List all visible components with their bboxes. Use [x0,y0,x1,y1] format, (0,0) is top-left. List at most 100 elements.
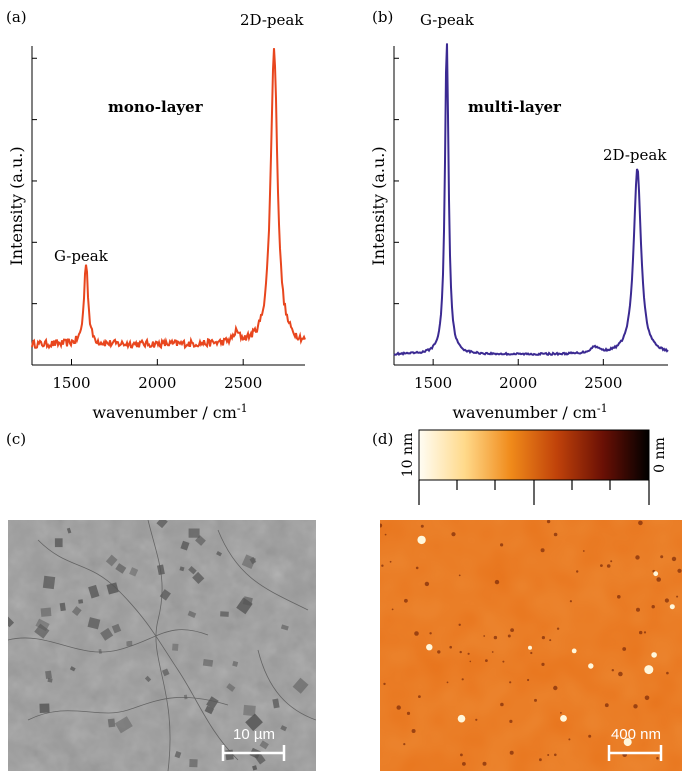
panel-label-a: (a) [6,8,27,26]
micrograph-spot [252,765,258,771]
afm-pit [656,577,661,582]
micrograph-spot [161,668,170,677]
afm-pit [677,568,682,573]
afm-pit [424,581,430,587]
scalebar-c: 10 µm [221,726,286,761]
micrograph-spot [100,627,114,641]
afm-pit [618,671,623,677]
afm-particle [653,571,659,577]
afm-pit [660,555,664,559]
chart-a-annotation-2d: 2D-peak [240,11,304,29]
afm-pit [540,548,545,553]
micrograph-spot [172,643,179,651]
chart-b-xtick-label: 1500 [414,374,452,392]
micrograph-spot [129,567,139,577]
micrograph-spot [69,666,76,672]
chart-b-ylabel: Intensity (a.u.) [369,146,388,265]
afm-pit [446,681,449,684]
micrograph-cracks [8,520,316,771]
micrograph-spot [254,752,266,765]
micrograph-spot [47,677,53,683]
micrograph-spot [42,575,56,590]
micrograph-spot [87,617,101,630]
afm-pit [510,628,514,632]
micrograph-spot [232,660,239,667]
afm-pit [469,660,472,663]
afm-pit [391,608,394,611]
micrograph-spot [226,683,236,692]
chart-a-xtick-label: 2500 [224,374,262,392]
chart-a-xtick-label: 2000 [138,374,176,392]
afm-pit [588,734,592,738]
afm-pit [568,738,571,741]
micrograph-spot [98,648,103,654]
micrograph-spot [35,618,50,632]
micrograph-spot [241,554,257,570]
afm-pit [664,598,669,603]
afm-pit [418,695,421,698]
micrograph-spots [8,520,309,771]
micrograph-spot [39,703,50,714]
afm-pit [389,560,392,563]
afm-pit [534,698,537,702]
chart-a-xtick-label: 1500 [52,374,90,392]
afm-particle [623,738,632,747]
micrograph-spot [243,704,256,717]
micrograph-spot [272,698,280,709]
chart-b-annotation-2d: 2D-peak [603,146,667,164]
afm-pit [420,524,424,528]
afm-pit [458,623,461,626]
afm-pit [553,532,558,537]
afm-pit [651,605,655,609]
micrograph-spot [45,670,52,679]
scalebar-d-label: 400 nm [611,726,661,743]
afm-pit [676,595,679,598]
scalebar-c-label: 10 µm [233,726,275,743]
micrograph-spot [71,606,82,617]
afm-pit [671,556,677,562]
micrograph-spot [106,582,119,595]
micrograph-spot [249,557,257,565]
micrograph-spot [216,551,223,557]
afm-pit [611,669,614,672]
afm-pit [622,647,627,651]
afm-pit [437,650,441,654]
micrograph-spot [195,535,206,546]
micrograph-spot [189,759,198,768]
afm-pit [500,543,504,547]
colorbar-rect [418,429,650,481]
chart-a-xlabel-sup: -1 [237,402,248,415]
afm-pit [600,564,603,567]
panel-label-c: (c) [6,430,26,448]
colorbar-top-label: 10 nm [400,433,416,478]
afm-pit [384,533,387,536]
afm-particle [417,535,426,545]
afm-pit [451,532,456,537]
micrograph-spot [54,538,63,548]
afm-particle [651,652,657,658]
afm-pit [617,595,621,599]
micrograph-spot [206,696,219,710]
afm-pit [485,659,488,662]
micrograph-spot [292,677,309,694]
micrograph-spot [107,718,116,728]
afm-pit [462,762,466,766]
afm-pit [429,632,432,635]
afm-pit [502,660,505,663]
afm-pit [406,711,411,715]
afm-particle [669,604,675,610]
chart-b-xtick-label: 2500 [584,374,622,392]
afm-particle [644,665,654,675]
colorbar-bottom-label: 0 nm [652,437,668,473]
micrograph-spot [202,658,214,667]
micrograph-spot [144,675,152,683]
afm-pit [556,627,560,630]
afm-pit [639,630,643,635]
afm-pit [380,523,383,528]
micrograph-spot [115,563,127,574]
chart-a-series-line [31,48,306,350]
afm-pit [554,753,557,757]
afm-pit [576,570,579,573]
afm-pit [569,600,572,603]
